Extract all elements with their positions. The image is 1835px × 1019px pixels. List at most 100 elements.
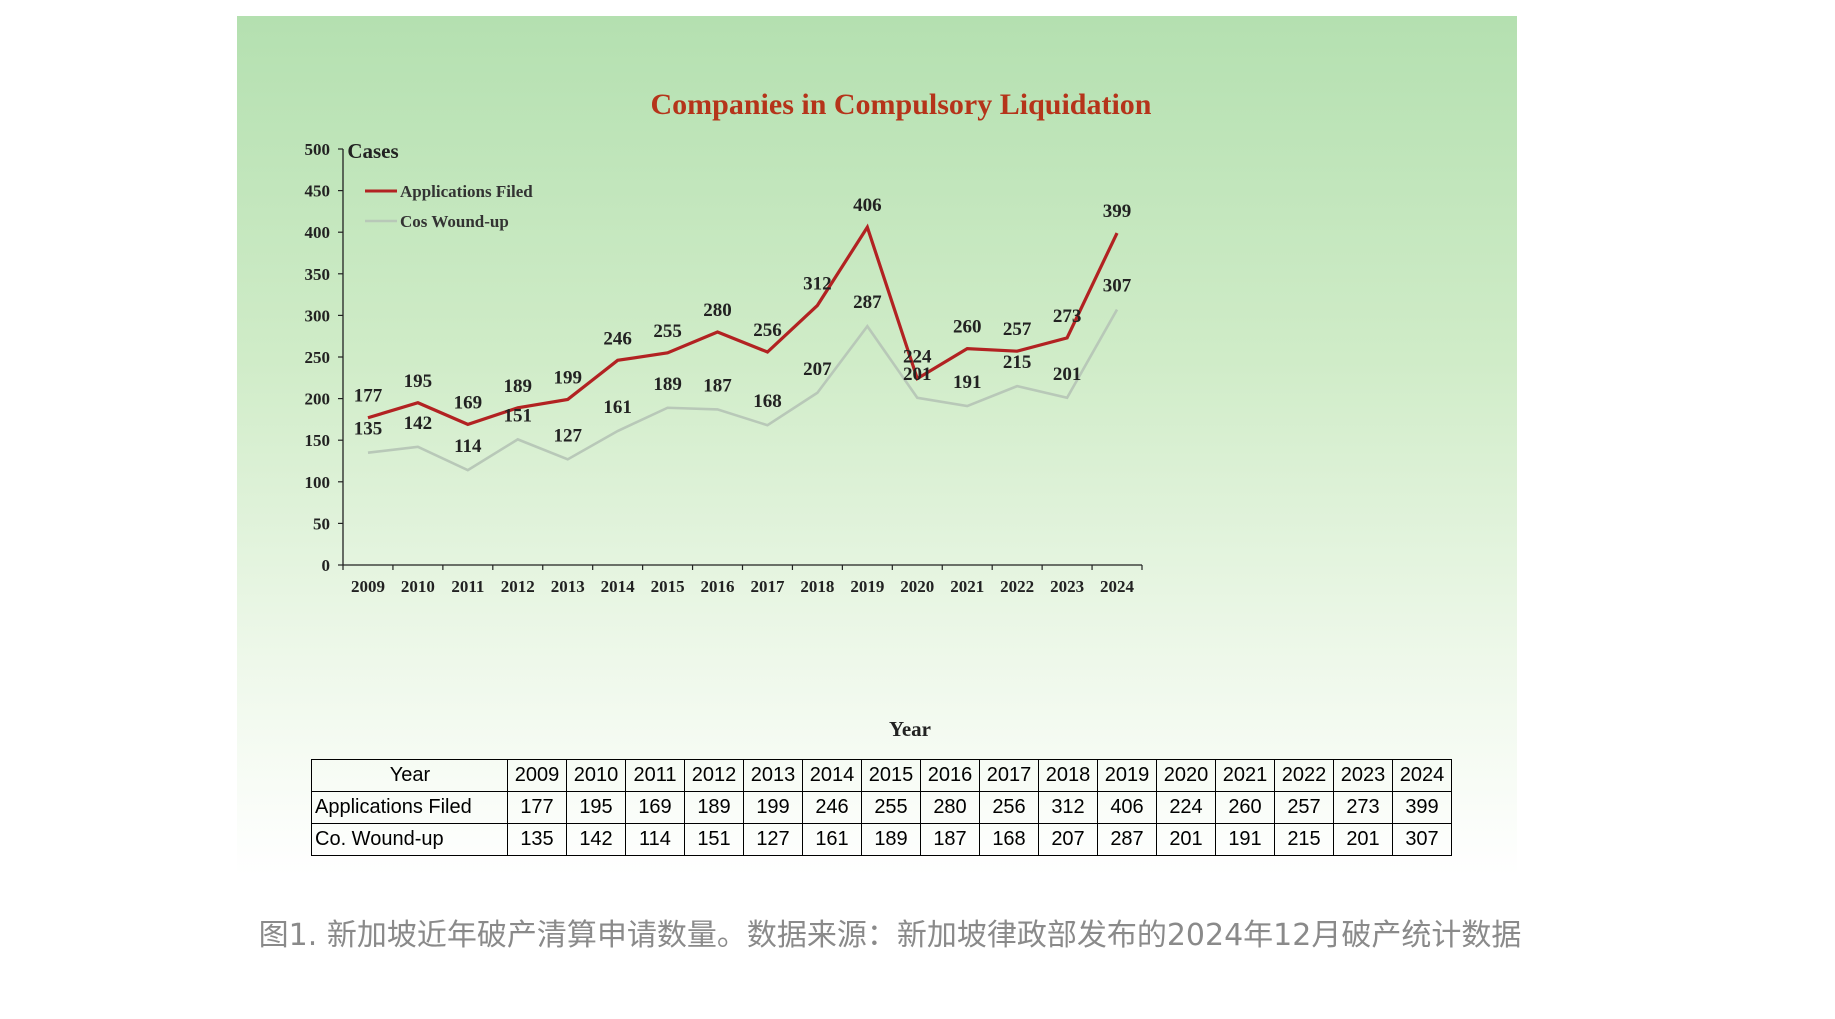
x-tick-label: 2009 (351, 577, 385, 596)
chart-title: Companies in Compulsory Liquidation (651, 88, 1152, 121)
data-label-cos-wound-up: 161 (603, 397, 632, 418)
y-tick-label: 250 (305, 348, 331, 367)
table-value-cell: 201 (1333, 823, 1393, 856)
x-tick-label: 2014 (601, 577, 636, 596)
data-label-cos-wound-up: 187 (703, 375, 732, 396)
data-label-applications-filed: 169 (454, 392, 483, 413)
table-value-cell: 255 (861, 791, 921, 824)
table-value-cell: 406 (1097, 791, 1157, 824)
table-year-cell: 2013 (743, 759, 803, 792)
x-tick-label: 2018 (800, 577, 834, 596)
table-value-cell: 201 (1156, 823, 1216, 856)
table-year-cell: 2024 (1392, 759, 1452, 792)
table-value-cell: 114 (625, 823, 685, 856)
x-tick-label: 2013 (551, 577, 585, 596)
y-axis-title: Cases (347, 139, 398, 163)
data-label-applications-filed: 246 (603, 328, 632, 349)
data-label-applications-filed: 256 (753, 320, 782, 341)
chart-figure: Companies in Compulsory Liquidation Case… (237, 16, 1517, 876)
table-year-cell: 2012 (684, 759, 744, 792)
table-value-cell: 257 (1274, 791, 1334, 824)
table-value-cell: 307 (1392, 823, 1452, 856)
table-value-cell: 142 (566, 823, 626, 856)
data-label-applications-filed: 399 (1103, 201, 1132, 222)
table-year-cell: 2011 (625, 759, 685, 792)
y-tick-label: 400 (305, 223, 331, 242)
table-year-cell: 2019 (1097, 759, 1157, 792)
table-value-cell: 199 (743, 791, 803, 824)
table-year-cell: 2016 (920, 759, 980, 792)
table-value-cell: 168 (979, 823, 1039, 856)
table-header-row: Year 2009 2010 2011 2012 2013 2014 2015 2016 201… (311, 759, 1452, 792)
legend-label: Applications Filed (400, 182, 533, 201)
table-year-cell: 2017 (979, 759, 1039, 792)
table-value-cell: 207 (1038, 823, 1098, 856)
table-value-cell: 246 (802, 791, 862, 824)
table-value-cell: 256 (979, 791, 1039, 824)
table-row-label: Co. Wound-up (311, 823, 508, 856)
x-tick-label: 2020 (900, 577, 934, 596)
x-tick-label: 2010 (401, 577, 435, 596)
data-label-cos-wound-up: 127 (553, 425, 582, 446)
legend: Applications Filed Cos Wound-up (365, 182, 533, 231)
y-tick-label: 0 (322, 556, 331, 575)
data-label-applications-filed: 199 (553, 367, 582, 388)
table-value-cell: 215 (1274, 823, 1334, 856)
table-value-cell: 161 (802, 823, 862, 856)
table-value-cell: 224 (1156, 791, 1216, 824)
data-labels: 177 195 169 189 199 246 255 280 256 312 406 224 260 2… (354, 195, 1132, 457)
y-tick-label: 450 (305, 182, 331, 201)
data-label-cos-wound-up: 191 (953, 372, 982, 393)
legend-label: Cos Wound-up (400, 212, 509, 231)
table-value-cell: 195 (566, 791, 626, 824)
axes: 0 50 100 150 200 250 300 350 400 450 500 2009 2010 20… (305, 140, 1143, 596)
data-label-applications-filed: 189 (504, 376, 533, 397)
table-value-cell: 191 (1215, 823, 1275, 856)
data-label-cos-wound-up: 151 (504, 405, 533, 426)
table-body: Applications Filed 177 195 169 189 199 246 255 2… (311, 791, 1452, 856)
data-label-applications-filed: 280 (703, 300, 732, 321)
data-label-cos-wound-up: 142 (404, 413, 433, 434)
table-year-cell: 2009 (507, 759, 567, 792)
table-value-cell: 260 (1215, 791, 1275, 824)
table-year-cell: 2021 (1215, 759, 1275, 792)
x-tick-label: 2012 (501, 577, 535, 596)
data-label-applications-filed: 273 (1053, 306, 1082, 327)
data-label-applications-filed: 312 (803, 273, 832, 294)
table-value-cell: 189 (684, 791, 744, 824)
table-value-cell: 169 (625, 791, 685, 824)
y-tick-label: 50 (313, 514, 330, 533)
x-tick-label: 2021 (950, 577, 984, 596)
table-value-cell: 399 (1392, 791, 1452, 824)
table-row-label: Applications Filed (311, 791, 508, 824)
table-year-cell: 2014 (802, 759, 862, 792)
y-tick-label: 150 (305, 431, 331, 450)
data-label-cos-wound-up: 201 (903, 364, 932, 385)
y-tick-label: 300 (305, 306, 331, 325)
data-label-applications-filed: 406 (853, 195, 882, 216)
data-table: Year 2009 2010 2011 2012 2013 2014 2015 2016 201… (311, 759, 1452, 856)
table-year-cell: 2018 (1038, 759, 1098, 792)
table-value-cell: 151 (684, 823, 744, 856)
table-row: Applications Filed 177 195 169 189 199 246 255 2… (311, 791, 1452, 824)
table-value-cell: 287 (1097, 823, 1157, 856)
table-value-cell: 273 (1333, 791, 1393, 824)
table-value-cell: 189 (861, 823, 921, 856)
x-tick-label: 2016 (701, 577, 735, 596)
table-year-cell: 2010 (566, 759, 626, 792)
data-label-applications-filed: 255 (653, 321, 682, 342)
figure-caption: 图1. 新加坡近年破产清算申请数量。数据来源：新加坡律政部发布的2024年12月… (258, 918, 1522, 953)
table-value-cell: 135 (507, 823, 567, 856)
data-label-applications-filed: 257 (1003, 319, 1032, 340)
line-chart: Companies in Compulsory Liquidation Case… (305, 88, 1152, 741)
table-value-cell: 280 (920, 791, 980, 824)
table-year-cell: 2023 (1333, 759, 1393, 792)
data-label-applications-filed: 177 (354, 386, 383, 407)
table-row: Co. Wound-up 135 142 114 151 127 161 189 187 168 2… (311, 823, 1452, 856)
x-tick-label: 2023 (1050, 577, 1084, 596)
table-year-header: Year (311, 759, 508, 792)
x-tick-label: 2017 (750, 577, 785, 596)
y-tick-label: 200 (305, 390, 331, 409)
x-tick-label: 2015 (651, 577, 685, 596)
y-tick-label: 100 (305, 473, 331, 492)
